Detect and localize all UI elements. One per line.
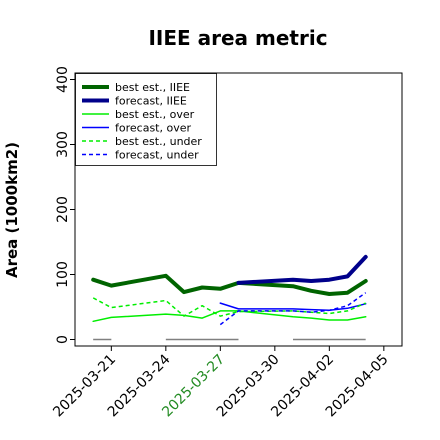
- legend-entry: best est., IIEE: [115, 81, 190, 94]
- chart-title: IIEE area metric: [148, 26, 327, 50]
- legend-entry: forecast, under: [115, 149, 199, 162]
- legend-entry: best est., over: [115, 108, 195, 121]
- legend-entry: best est., under: [115, 135, 202, 148]
- series-line-forecast-over: [219, 302, 367, 312]
- series-layer: [91, 254, 368, 326]
- legend-entry: forecast, over: [115, 122, 191, 135]
- series-line-forecast-under: [219, 292, 367, 326]
- y-axis-label: Area (1000km2): [3, 142, 21, 278]
- y-tick-label: 100: [55, 261, 71, 288]
- y-tick-label: 300: [55, 131, 71, 158]
- x-axis: 2025-03-212025-03-242025-03-272025-03-30…: [50, 346, 392, 420]
- y-tick-label: 400: [55, 66, 71, 93]
- legend-entry: forecast, IIEE: [115, 95, 187, 108]
- series-line-forecast-iiee: [236, 254, 368, 285]
- y-axis: 0 100 200 300 400: [55, 66, 75, 344]
- y-tick-label: 200: [55, 196, 71, 223]
- series-line-best-est-under: [92, 297, 366, 317]
- y-tick-label: 0: [55, 335, 71, 344]
- series-line-best-est-iiee: [91, 273, 368, 296]
- series-line-best-est-over: [92, 310, 367, 323]
